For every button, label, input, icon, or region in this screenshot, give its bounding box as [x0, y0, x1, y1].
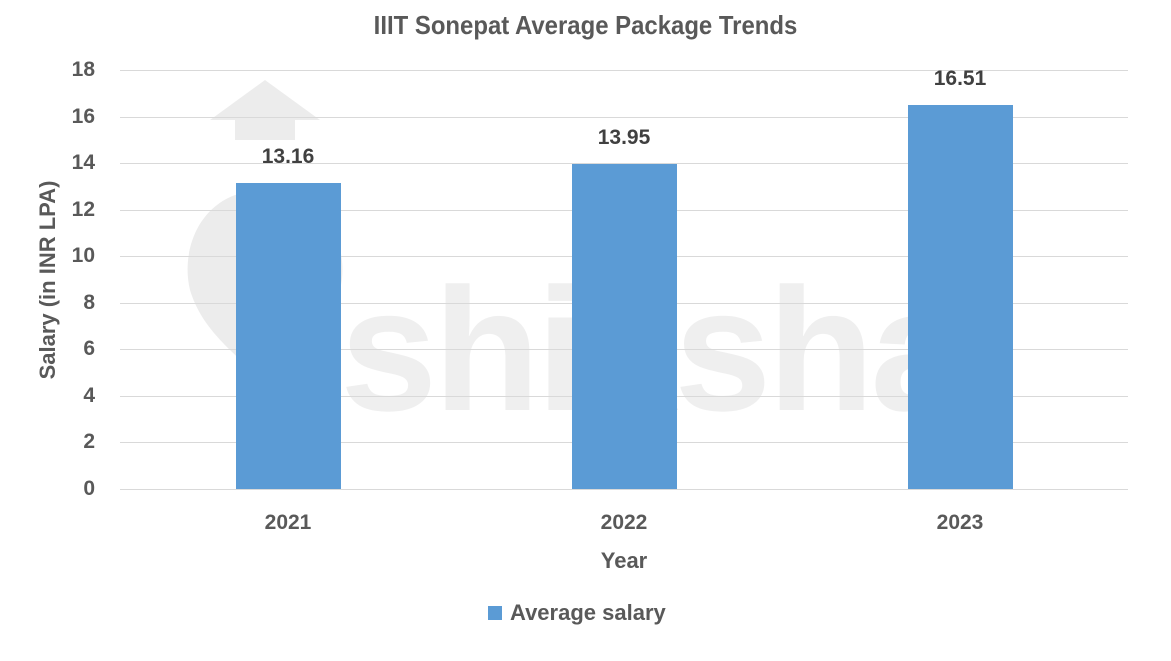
- y-tick-label: 8: [83, 290, 95, 314]
- x-axis-label: Year: [600, 548, 648, 573]
- legend: Average salary: [488, 600, 666, 626]
- y-tick-label: 6: [83, 337, 95, 361]
- plot-area: 0 2 4 6 8 10 12 14 16 18 13.16 13.95 16.51: [72, 58, 1128, 500]
- gridline: [120, 489, 1128, 490]
- bar-2021: [235, 182, 341, 489]
- chart-title: IIIT Sonepat Average Package Trends: [373, 10, 798, 40]
- bar-2023: [907, 104, 1013, 489]
- y-tick-label: 10: [71, 244, 95, 268]
- y-axis-label: Salary (in INR LPA): [35, 180, 60, 380]
- y-tick-label: 4: [83, 383, 95, 407]
- bar-value-label: 13.95: [597, 126, 651, 150]
- legend-swatch: [488, 606, 502, 620]
- x-tick-label: 2023: [936, 511, 984, 534]
- x-tick-label: 2021: [264, 511, 312, 534]
- y-tick-label: 0: [83, 477, 95, 500]
- gridline: [120, 163, 1128, 165]
- legend-label: Average salary: [510, 600, 666, 625]
- y-tick-label: 16: [71, 104, 95, 128]
- y-tick-label: 18: [71, 58, 95, 81]
- gridline: [120, 70, 1128, 71]
- bar-value-label: 16.51: [933, 66, 987, 90]
- y-tick-label: 2: [83, 430, 95, 454]
- gridline: [120, 116, 1128, 118]
- bar-value-label: 13.16: [261, 144, 315, 168]
- y-tick-label: 14: [71, 151, 95, 175]
- y-tick-label: 12: [71, 197, 95, 221]
- x-tick-label: 2022: [600, 511, 648, 534]
- bar-2022: [571, 164, 677, 489]
